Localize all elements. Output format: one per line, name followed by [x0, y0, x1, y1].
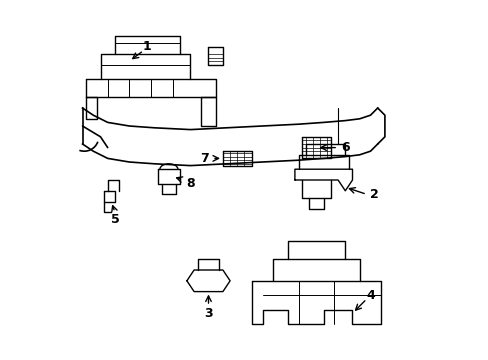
- Text: 7: 7: [200, 152, 209, 165]
- Text: 1: 1: [142, 40, 151, 53]
- Text: 8: 8: [186, 177, 194, 190]
- Text: 3: 3: [204, 307, 212, 320]
- Text: 4: 4: [366, 289, 374, 302]
- Text: 6: 6: [340, 141, 349, 154]
- Text: 5: 5: [110, 213, 119, 226]
- Text: 2: 2: [369, 188, 378, 201]
